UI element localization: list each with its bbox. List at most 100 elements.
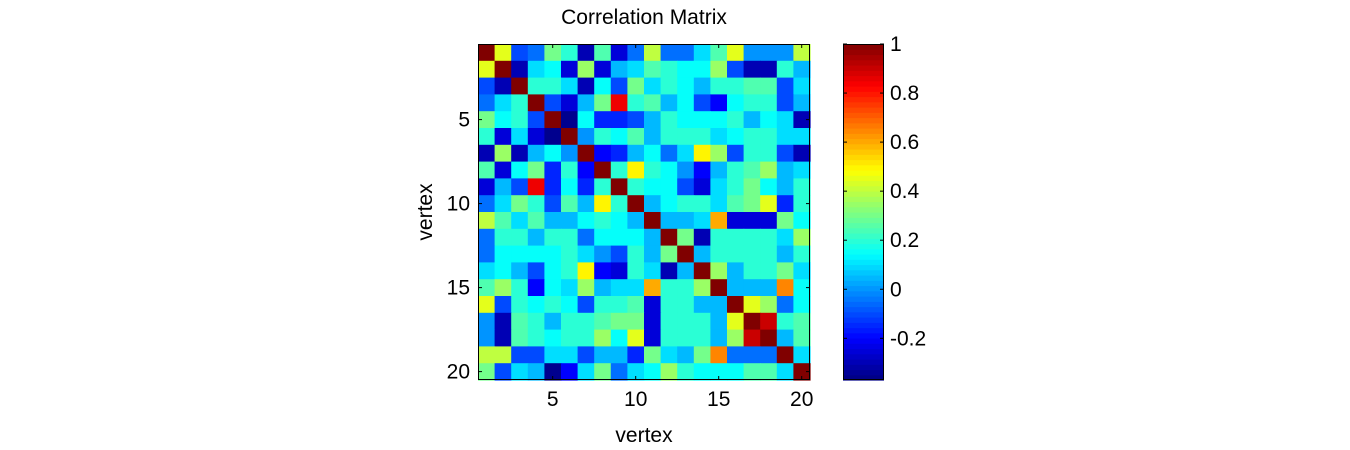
heatmap-cell-r8-c20: [793, 161, 811, 179]
heatmap-cell-r4-c9: [610, 94, 628, 112]
heatmap-cell-r6-c18: [760, 128, 778, 146]
heatmap-cell-r1-c18: [760, 44, 778, 62]
colorbar-segment: [843, 269, 884, 276]
heatmap-cell-r4-c7: [577, 94, 595, 112]
heatmap-cell-r14-c5: [544, 262, 562, 280]
colorbar-segment: [843, 238, 884, 245]
colorbar-tick-label: 0.6: [890, 131, 919, 154]
heatmap-cell-r13-c17: [743, 245, 761, 263]
colorbar-segment: [843, 107, 884, 113]
heatmap-cell-r1-c19: [776, 44, 794, 62]
heatmap-cell-r17-c14: [693, 312, 711, 331]
x-tick-label: 5: [547, 388, 559, 411]
heatmap-cell-r18-c5: [544, 329, 562, 347]
heatmap-cell-r18-c20: [793, 329, 811, 347]
heatmap-cell-r18-c11: [644, 329, 662, 347]
heatmap-cell-r10-c15: [710, 195, 728, 213]
heatmap-cell-r17-c19: [776, 312, 794, 331]
heatmap-cell-r19-c14: [693, 346, 711, 364]
colorbar-segment: [843, 70, 884, 77]
heatmap-cell-r19-c9: [610, 346, 628, 364]
heatmap-cell-r2-c14: [693, 60, 711, 79]
heatmap-cell-r13-c19: [776, 245, 794, 263]
heatmap-cell-r17-c4: [527, 312, 545, 331]
heatmap-cell-r20-c3: [511, 363, 529, 381]
heatmap-cell-r15-c17: [743, 279, 761, 297]
heatmap-cell-r13-c12: [660, 245, 678, 263]
heatmap-cell-r18-c9: [610, 329, 628, 347]
heatmap-cell-r11-c13: [677, 212, 695, 230]
heatmap-cell-r8-c3: [511, 161, 529, 179]
heatmap-cell-r9-c8: [594, 178, 612, 196]
heatmap-cell-r14-c13: [677, 262, 695, 280]
colorbar-segment: [843, 327, 884, 334]
heatmap-cell-r4-c19: [776, 94, 794, 112]
heatmap-cell-r12-c15: [710, 228, 728, 247]
heatmap-cell-r12-c20: [793, 228, 811, 247]
heatmap-cell-r17-c11: [644, 312, 662, 331]
heatmap-cell-r17-c1: [478, 312, 496, 331]
heatmap-cell-r20-c8: [594, 363, 612, 381]
heatmap-cell-r7-c9: [610, 144, 628, 163]
colorbar-segment: [843, 159, 884, 166]
heatmap-cell-r17-c5: [544, 312, 562, 331]
heatmap-cell-r9-c20: [793, 178, 811, 196]
colorbar-tick-label: 0.8: [890, 82, 919, 105]
heatmap-cell-r4-c3: [511, 94, 529, 112]
heatmap-cell-r6-c2: [494, 128, 512, 146]
heatmap-cell-r5-c17: [743, 111, 761, 129]
heatmap-cell-r5-c2: [494, 111, 512, 129]
heatmap-cell-r7-c18: [760, 144, 778, 163]
heatmap-cell-r12-c7: [577, 228, 595, 247]
heatmap-cell-r12-c11: [644, 228, 662, 247]
heatmap-cell-r14-c6: [561, 262, 579, 280]
heatmap-cell-r11-c5: [544, 212, 562, 230]
heatmap-cell-r7-c1: [478, 144, 496, 163]
heatmap-cell-r7-c14: [693, 144, 711, 163]
heatmap-cell-r16-c6: [561, 296, 579, 314]
heatmap-cell-r9-c17: [743, 178, 761, 196]
colorbar-segment: [843, 175, 884, 182]
heatmap-cell-r18-c16: [727, 329, 745, 347]
heatmap-cell-r16-c10: [627, 296, 645, 314]
colorbar-segment: [843, 212, 884, 218]
heatmap-cell-r15-c2: [494, 279, 512, 297]
heatmap-cell-r17-c13: [677, 312, 695, 331]
heatmap-cell-r14-c17: [743, 262, 761, 280]
heatmap-cell-r2-c11: [644, 60, 662, 79]
colorbar-segment: [843, 296, 884, 302]
heatmap-cell-r8-c4: [527, 161, 545, 179]
heatmap-cell-r7-c12: [660, 144, 678, 163]
heatmap-cell-r9-c3: [511, 178, 529, 196]
heatmap-cell-r20-c2: [494, 363, 512, 381]
heatmap-cell-r7-c4: [527, 144, 545, 163]
colorbar-segment: [843, 374, 884, 381]
heatmap-cell-r10-c7: [577, 195, 595, 213]
heatmap-cell-r16-c13: [677, 296, 695, 314]
heatmap-cell-r11-c3: [511, 212, 529, 230]
heatmap-cell-r9-c5: [544, 178, 562, 196]
heatmap-cell-r3-c4: [527, 77, 545, 95]
colorbar-segment: [843, 264, 884, 271]
heatmap-cell-r15-c18: [760, 279, 778, 297]
heatmap-cell-r2-c15: [710, 60, 728, 79]
heatmap-cell-r5-c9: [610, 111, 628, 129]
heatmap-cell-r1-c3: [511, 44, 529, 62]
colorbar-segment: [843, 185, 884, 192]
heatmap-cell-r1-c1: [478, 44, 496, 62]
heatmap-cell-r17-c9: [610, 312, 628, 331]
heatmap-cell-r14-c19: [776, 262, 794, 280]
colorbar-segment: [843, 164, 884, 171]
heatmap-cell-r3-c15: [710, 77, 728, 95]
heatmap-cell-r5-c5: [544, 111, 562, 129]
heatmap-cell-r13-c13: [677, 245, 695, 263]
heatmap-cell-r12-c19: [776, 228, 794, 247]
heatmap-cell-r10-c3: [511, 195, 529, 213]
heatmap-cell-r14-c7: [577, 262, 595, 280]
heatmap-cell-r1-c9: [610, 44, 628, 62]
heatmap-cell-r19-c5: [544, 346, 562, 364]
heatmap-cell-r11-c11: [644, 212, 662, 230]
heatmap-cell-r14-c9: [610, 262, 628, 280]
heatmap-cell-r10-c20: [793, 195, 811, 213]
colorbar-tick-label: 0: [890, 278, 902, 301]
